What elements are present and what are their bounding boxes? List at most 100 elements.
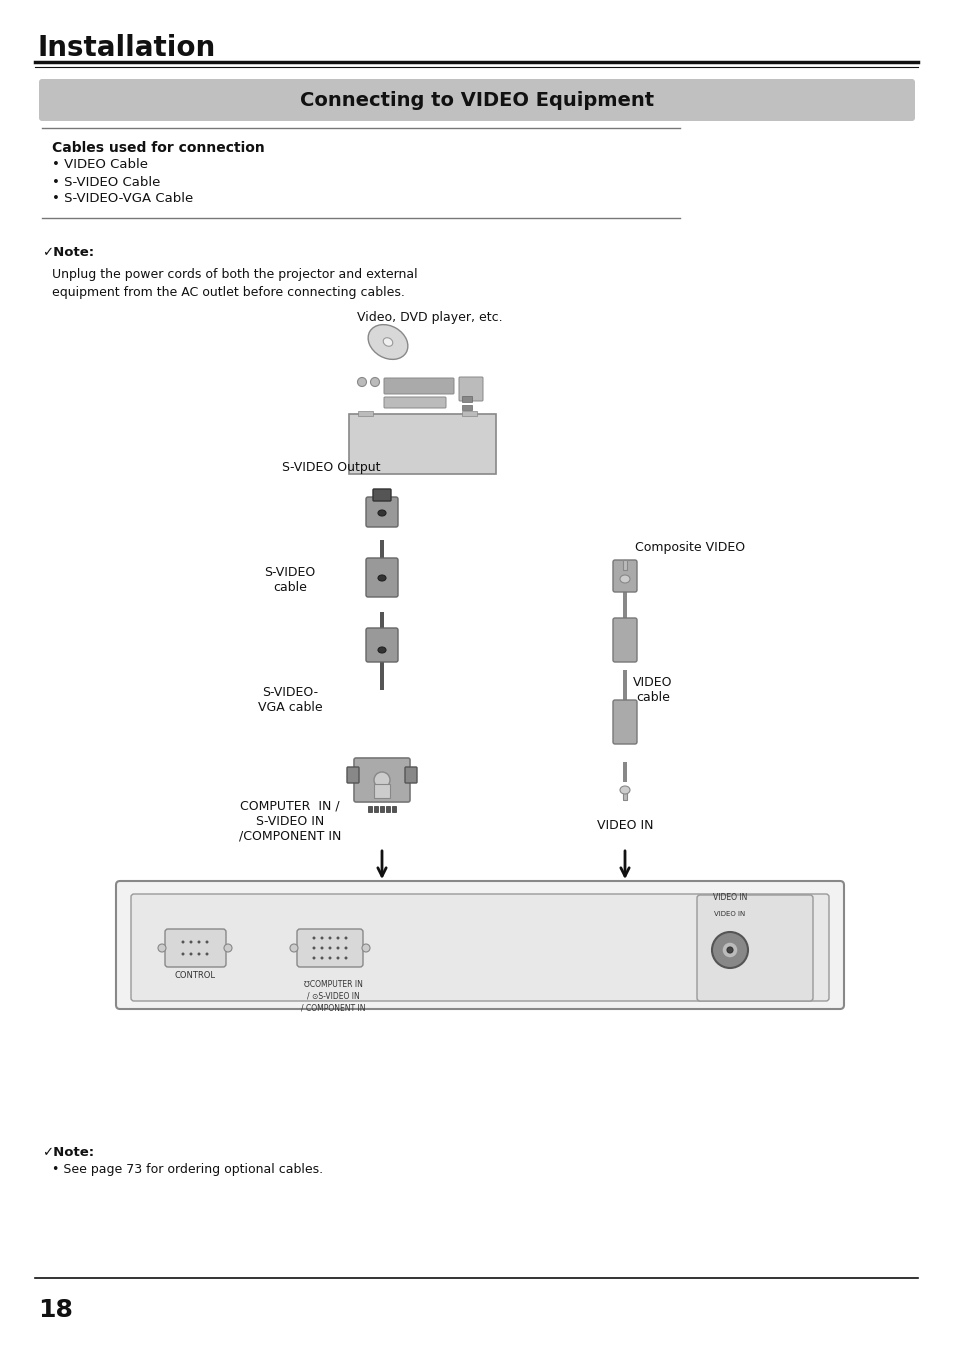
Text: COMPUTER  IN /
S-VIDEO IN
/COMPONENT IN: COMPUTER IN / S-VIDEO IN /COMPONENT IN <box>238 800 341 844</box>
FancyBboxPatch shape <box>39 79 914 121</box>
Ellipse shape <box>197 952 200 956</box>
FancyBboxPatch shape <box>366 628 397 662</box>
Ellipse shape <box>370 378 379 386</box>
Text: CONTROL: CONTROL <box>174 971 215 980</box>
Text: Composite VIDEO: Composite VIDEO <box>635 542 744 555</box>
Ellipse shape <box>190 952 193 956</box>
Bar <box>461 412 476 416</box>
FancyBboxPatch shape <box>296 929 363 967</box>
Bar <box>461 395 472 402</box>
Ellipse shape <box>328 946 331 949</box>
Text: VIDEO
cable: VIDEO cable <box>633 676 672 704</box>
FancyBboxPatch shape <box>366 497 397 527</box>
Bar <box>392 806 395 812</box>
Ellipse shape <box>313 956 315 960</box>
Bar <box>461 405 472 410</box>
Bar <box>379 806 384 812</box>
Bar <box>379 655 384 691</box>
Text: • S-VIDEO-VGA Cable: • S-VIDEO-VGA Cable <box>52 192 193 206</box>
Ellipse shape <box>205 952 209 956</box>
Ellipse shape <box>377 510 386 516</box>
Ellipse shape <box>224 944 232 952</box>
Ellipse shape <box>374 772 390 788</box>
Text: • See page 73 for ordering optional cables.: • See page 73 for ordering optional cabl… <box>52 1163 323 1175</box>
Text: ✓Note:: ✓Note: <box>42 245 94 259</box>
Ellipse shape <box>377 647 386 653</box>
Ellipse shape <box>181 952 184 956</box>
Ellipse shape <box>344 937 347 940</box>
Bar <box>622 588 626 617</box>
FancyBboxPatch shape <box>354 758 410 802</box>
FancyBboxPatch shape <box>613 561 637 592</box>
Text: • VIDEO Cable: • VIDEO Cable <box>52 158 148 172</box>
Text: ✓Note:: ✓Note: <box>42 1145 94 1159</box>
Text: Connecting to VIDEO Equipment: Connecting to VIDEO Equipment <box>299 91 654 110</box>
Ellipse shape <box>377 575 386 581</box>
FancyBboxPatch shape <box>697 895 812 1001</box>
Ellipse shape <box>181 941 184 944</box>
Ellipse shape <box>190 941 193 944</box>
Bar <box>374 806 377 812</box>
Ellipse shape <box>320 937 323 940</box>
Ellipse shape <box>344 956 347 960</box>
FancyBboxPatch shape <box>366 558 397 597</box>
Ellipse shape <box>336 946 339 949</box>
Ellipse shape <box>344 946 347 949</box>
Text: S-VIDEO-
VGA cable: S-VIDEO- VGA cable <box>257 686 322 714</box>
Ellipse shape <box>158 944 166 952</box>
Bar <box>368 806 372 812</box>
FancyBboxPatch shape <box>165 929 226 967</box>
FancyBboxPatch shape <box>384 397 446 408</box>
Bar <box>622 762 626 783</box>
Bar <box>374 784 390 798</box>
Bar <box>386 806 390 812</box>
FancyBboxPatch shape <box>405 766 416 783</box>
Ellipse shape <box>726 946 732 953</box>
Text: • S-VIDEO Cable: • S-VIDEO Cable <box>52 176 160 188</box>
Bar <box>379 540 384 561</box>
Ellipse shape <box>619 575 629 584</box>
Text: VIDEO IN: VIDEO IN <box>714 911 745 917</box>
Ellipse shape <box>361 944 370 952</box>
FancyBboxPatch shape <box>384 378 454 394</box>
Text: VIDEO IN: VIDEO IN <box>597 819 653 833</box>
Ellipse shape <box>711 932 747 968</box>
Bar <box>357 412 373 416</box>
Text: ℧COMPUTER IN
/ ⊙S-VIDEO IN
/ COMPONENT IN: ℧COMPUTER IN / ⊙S-VIDEO IN / COMPONENT I… <box>300 980 365 1013</box>
Text: Installation: Installation <box>38 34 216 62</box>
FancyBboxPatch shape <box>373 489 391 501</box>
Text: S-VIDEO
cable: S-VIDEO cable <box>264 566 315 594</box>
Ellipse shape <box>357 378 366 386</box>
Text: Cables used for connection: Cables used for connection <box>52 141 265 154</box>
Bar <box>622 788 626 800</box>
Ellipse shape <box>290 944 297 952</box>
Ellipse shape <box>205 941 209 944</box>
Text: 18: 18 <box>38 1298 72 1322</box>
Ellipse shape <box>721 942 738 959</box>
Ellipse shape <box>383 337 393 347</box>
FancyBboxPatch shape <box>347 766 358 783</box>
FancyBboxPatch shape <box>458 376 482 401</box>
Ellipse shape <box>336 937 339 940</box>
Bar <box>622 670 626 700</box>
Ellipse shape <box>197 941 200 944</box>
Bar <box>379 612 384 630</box>
FancyBboxPatch shape <box>349 414 496 474</box>
Text: Unplug the power cords of both the projector and external
equipment from the AC : Unplug the power cords of both the proje… <box>52 268 417 299</box>
Ellipse shape <box>320 946 323 949</box>
Ellipse shape <box>320 956 323 960</box>
Ellipse shape <box>336 956 339 960</box>
Bar <box>622 561 626 570</box>
FancyBboxPatch shape <box>131 894 828 1001</box>
Text: VIDEO IN: VIDEO IN <box>712 894 746 902</box>
FancyBboxPatch shape <box>613 700 637 743</box>
Ellipse shape <box>328 937 331 940</box>
Ellipse shape <box>313 937 315 940</box>
FancyBboxPatch shape <box>613 617 637 662</box>
FancyBboxPatch shape <box>116 881 843 1009</box>
Ellipse shape <box>313 946 315 949</box>
Ellipse shape <box>368 325 408 359</box>
Ellipse shape <box>619 787 629 793</box>
Text: Video, DVD player, etc.: Video, DVD player, etc. <box>356 311 502 325</box>
Text: S-VIDEO Output: S-VIDEO Output <box>282 462 380 474</box>
